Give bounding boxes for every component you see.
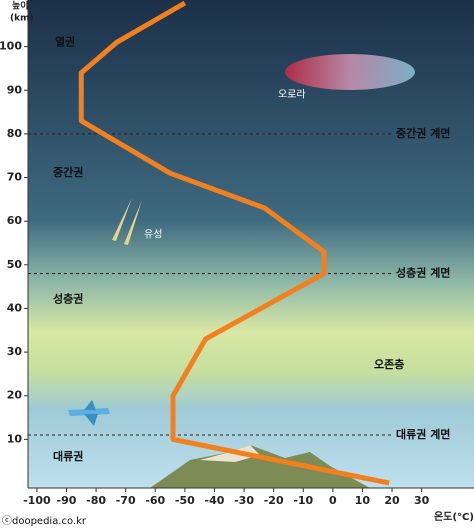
x-tick-label: -40 [205, 494, 225, 507]
y-tick-label: 30 [7, 345, 23, 358]
y-tick-label: 40 [7, 301, 23, 314]
boundary-label: 중간권 계면 [396, 126, 450, 140]
x-tick-label: -50 [175, 494, 195, 507]
x-tick-label: -80 [86, 494, 106, 507]
x-tick-label: -60 [145, 494, 165, 507]
y-tick-label: 50 [7, 258, 23, 271]
meteors [112, 198, 142, 245]
region-label: 대류권 [53, 449, 83, 463]
x-tick-label: -70 [116, 494, 136, 507]
mountain-snow [200, 445, 260, 462]
x-axis-label: 온도(°C) [434, 511, 474, 523]
x-tick-label: 30 [414, 494, 430, 507]
credit: ⓒdoopedia.co.kr [2, 515, 87, 527]
y-axis-unit: (km) [10, 14, 34, 24]
aurora [285, 54, 415, 90]
y-tick-label: 80 [7, 127, 23, 140]
y-tick-label: 10 [7, 432, 23, 445]
region-label: 오존층 [374, 357, 404, 371]
y-tick-label: 60 [7, 214, 23, 227]
annotation: 유성 [144, 228, 162, 240]
y-tick-label: 90 [7, 83, 23, 96]
x-tick-label: -100 [23, 494, 51, 507]
airplane [68, 400, 110, 426]
x-tick-label: 10 [355, 494, 371, 507]
y-tick-label: 100 [0, 40, 22, 53]
mountain [150, 445, 370, 488]
region-label: 중간권 [53, 165, 83, 179]
temperature-line [78, 0, 390, 486]
y-tick-label: 20 [7, 389, 23, 402]
boundary-label: 대류권 계면 [396, 427, 450, 441]
x-tick-label: -90 [57, 494, 77, 507]
y-tick-label: 70 [7, 171, 23, 184]
boundary-label: 성층권 계면 [396, 266, 450, 280]
annotation: 오로라 [278, 89, 306, 101]
y-axis-label: 높이 [12, 0, 29, 12]
x-tick-label: 20 [384, 494, 400, 507]
x-tick-label: 0 [329, 494, 337, 507]
x-tick-label: -20 [264, 494, 284, 507]
region-label: 성층권 [53, 292, 83, 306]
x-tick-label: -10 [293, 494, 313, 507]
x-tick-label: -30 [234, 494, 254, 507]
region-label: 열권 [55, 35, 75, 48]
